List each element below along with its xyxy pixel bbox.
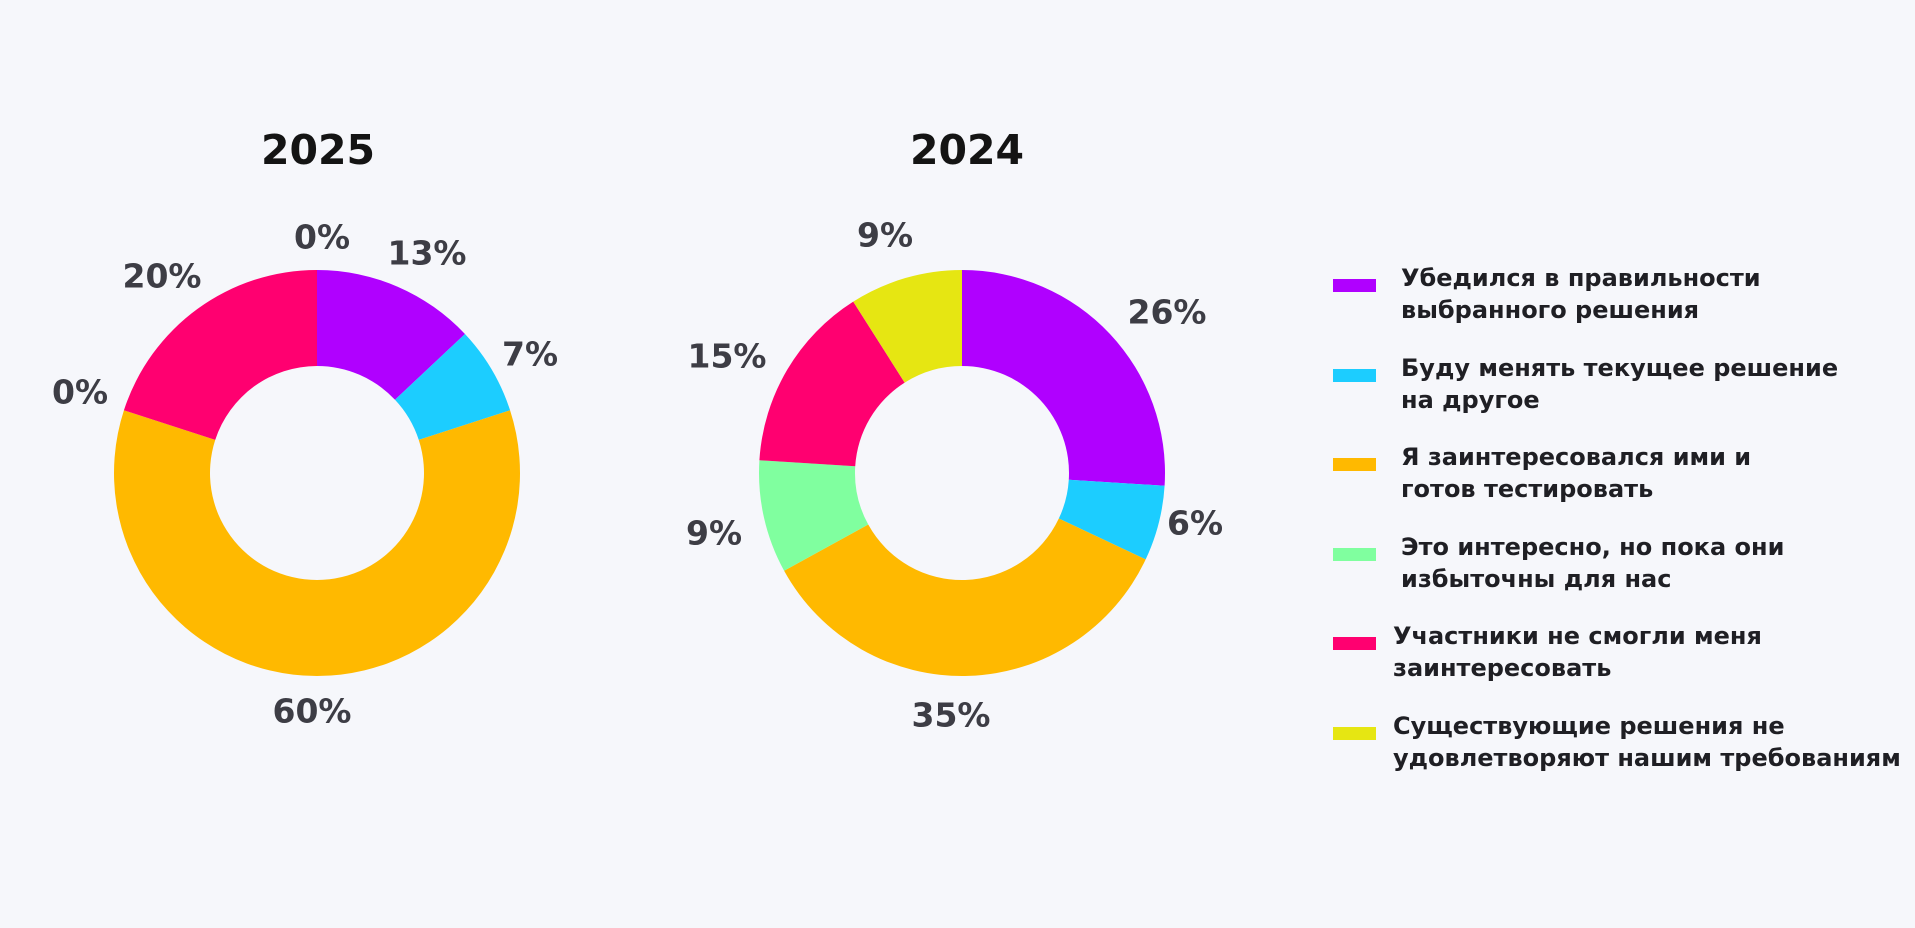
- slice-2025-confirmed: [317, 270, 465, 400]
- chart-title-2025: 2025: [261, 126, 375, 174]
- data-label-2024-unsatisfied: 9%: [857, 216, 913, 255]
- slice-2024-not-interested: [759, 301, 905, 467]
- legend-item-redundant: Это интересно, но пока они избыточны для…: [1333, 531, 1913, 621]
- legend-swatch-not-interested: [1333, 637, 1376, 650]
- legend: Убедился в правильности выбранного решен…: [1333, 262, 1913, 799]
- slice-2024-unsatisfied: [853, 270, 962, 383]
- legend-label-not-interested: Участники не смогли меня заинтересовать: [1393, 622, 1762, 682]
- legend-label-redundant: Это интересно, но пока они избыточны для…: [1401, 532, 1785, 593]
- data-label-2025-ready-to-test: 60%: [273, 692, 352, 731]
- legend-swatch-will-change: [1333, 368, 1376, 382]
- donut-chart-2024: 2024 26% 6% 35% 9% 15% 9%: [686, 126, 1223, 735]
- data-label-2025-not-interested: 20%: [123, 257, 202, 296]
- legend-label-confirmed: Убедился в правильности выбранного решен…: [1401, 264, 1761, 324]
- data-label-2024-will-change: 6%: [1167, 504, 1223, 543]
- donut-charts: 2025 13% 7% 60% 0% 20% 0% 2024 26% 6% 35% 9% 15% 9…: [52, 126, 1223, 735]
- data-label-2024-redundant: 9%: [686, 514, 742, 553]
- legend-item-will-change: Буду менять текущее решение на другое: [1333, 352, 1913, 442]
- data-label-2025-redundant: 0%: [52, 373, 108, 412]
- data-label-2024-not-interested: 15%: [688, 337, 767, 376]
- slice-2024-ready-to-test: [784, 518, 1146, 677]
- data-label-2025-confirmed: 13%: [388, 234, 467, 273]
- slice-2024-will-change: [1058, 479, 1165, 560]
- slice-2025-ready-to-test: [114, 410, 521, 677]
- slice-2024-confirmed: [962, 270, 1165, 486]
- legend-label-ready-to-test: Я заинтересовался ими и готов тестироват…: [1401, 443, 1752, 503]
- chart-title-2024: 2024: [910, 126, 1024, 174]
- data-label-2024-confirmed: 26%: [1128, 293, 1207, 332]
- slice-2025-not-interested: [123, 270, 318, 440]
- legend-swatch-unsatisfied: [1333, 726, 1376, 740]
- data-label-2024-ready-to-test: 35%: [912, 696, 991, 735]
- donut-chart-2025: 2025 13% 7% 60% 0% 20% 0%: [52, 126, 558, 731]
- legend-swatch-confirmed: [1333, 279, 1376, 292]
- legend-swatch-redundant: [1333, 547, 1376, 561]
- legend-label-unsatisfied: Существующие решения не удовлетворяют на…: [1393, 711, 1901, 772]
- slice-2025-will-change: [394, 334, 511, 440]
- legend-swatch-ready-to-test: [1333, 458, 1376, 471]
- data-label-2025-unsatisfied: 0%: [294, 218, 350, 257]
- data-label-2025-will-change: 7%: [502, 335, 558, 374]
- legend-item-unsatisfied: Существующие решения не удовлетворяют на…: [1333, 710, 1913, 800]
- legend-label-will-change: Буду менять текущее решение на другое: [1401, 353, 1839, 414]
- legend-item-ready-to-test: Я заинтересовался ими и готов тестироват…: [1333, 441, 1913, 531]
- legend-item-confirmed: Убедился в правильности выбранного решен…: [1333, 262, 1913, 352]
- slice-2024-redundant: [759, 460, 869, 571]
- legend-item-not-interested: Участники не смогли меня заинтересовать: [1333, 620, 1913, 710]
